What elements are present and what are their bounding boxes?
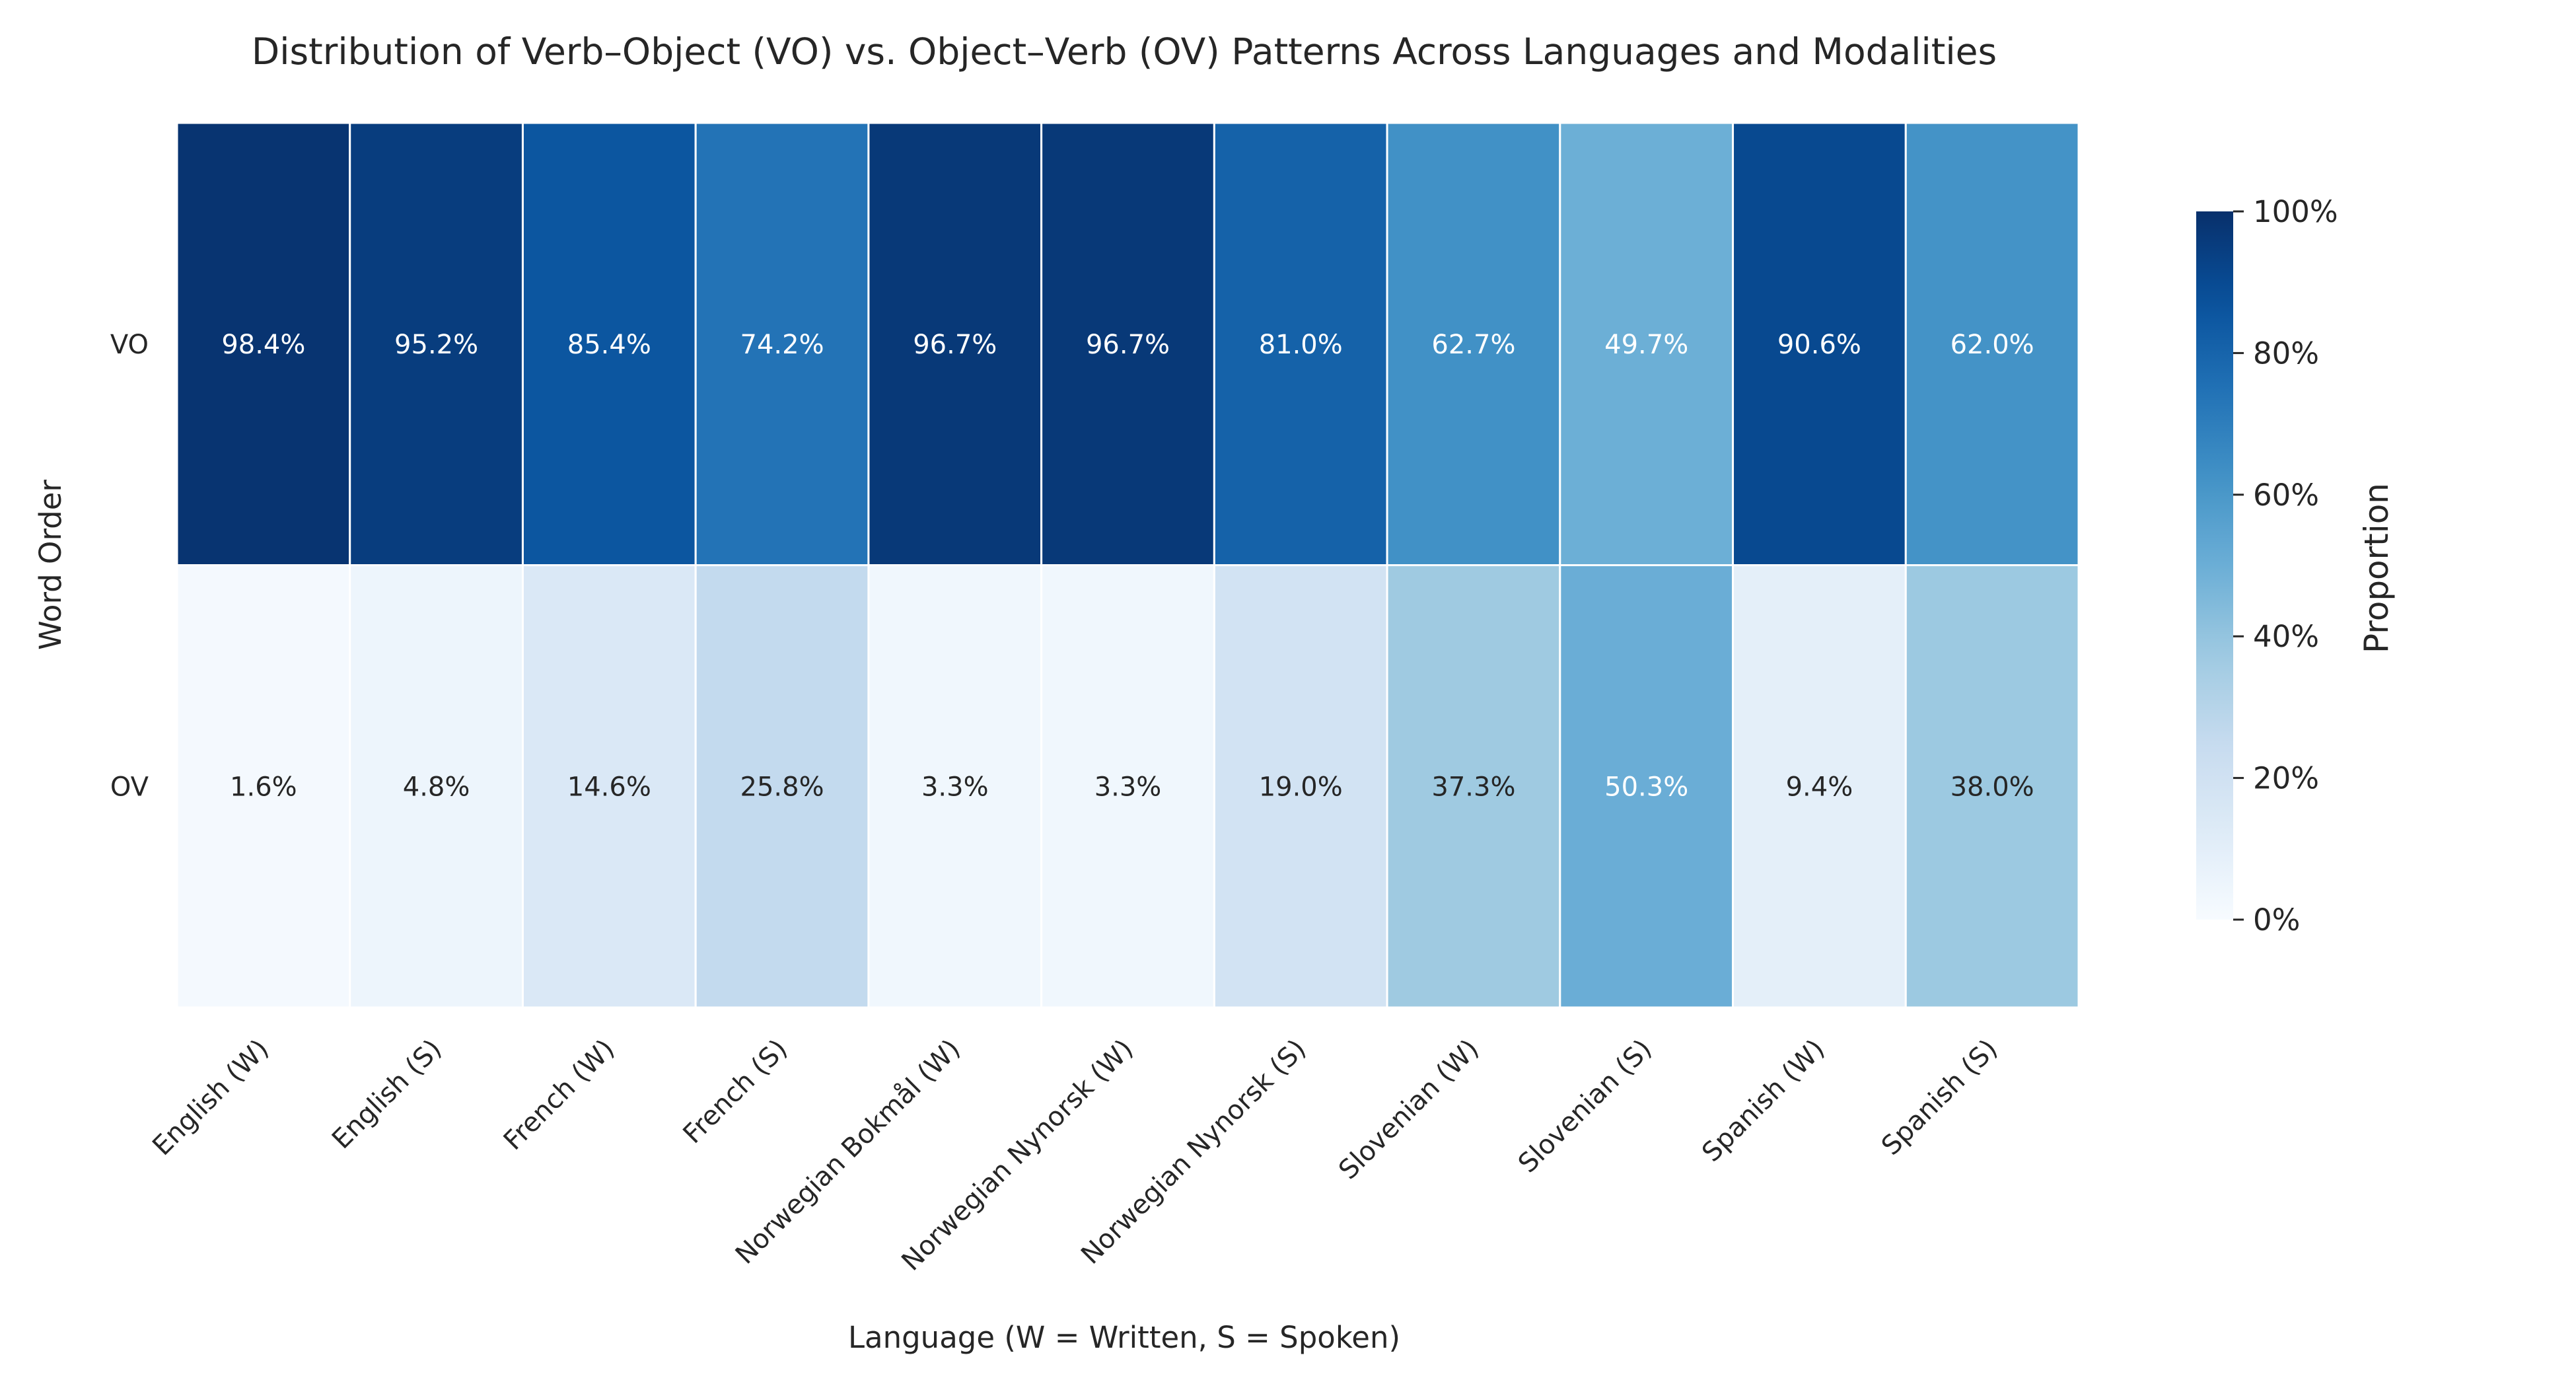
x-tick-label-8: Slovenian (S) xyxy=(1513,1034,1658,1179)
y-tick-label-vo: VO xyxy=(110,330,149,360)
heatmap-cell-ov-7 xyxy=(1386,564,1561,1009)
cell-label-ov-4: 3.3% xyxy=(921,772,989,802)
heatmap-cell-vo-5 xyxy=(1040,122,1215,566)
heatmap-cell-ov-9 xyxy=(1732,564,1907,1009)
heatmap-cell-ov-8 xyxy=(1559,564,1735,1009)
cell-label-vo-4: 96.7% xyxy=(913,330,997,360)
cell-label-vo-6: 81.0% xyxy=(1259,330,1343,360)
x-tick-label-10: Spanish (S) xyxy=(1876,1034,2003,1161)
x-tick-label-2: French (W) xyxy=(498,1034,621,1157)
cell-label-vo-0: 98.4% xyxy=(221,330,305,360)
colorbar-tick-label-0: 0% xyxy=(2253,902,2300,937)
cell-label-ov-9: 9.4% xyxy=(1786,772,1853,802)
cell-label-vo-3: 74.2% xyxy=(740,330,824,360)
x-tick-label-7: Slovenian (W) xyxy=(1333,1034,1485,1186)
cell-label-vo-2: 85.4% xyxy=(567,330,651,360)
cell-label-ov-10: 38.0% xyxy=(1950,772,2034,802)
heatmap-cell-vo-9 xyxy=(1732,122,1907,566)
x-tick-label-9: Spanish (W) xyxy=(1696,1034,1830,1168)
y-tick-labels: VO OV xyxy=(110,330,149,803)
x-tick-label-1: English (S) xyxy=(326,1034,448,1155)
cell-label-ov-5: 3.3% xyxy=(1094,772,1162,802)
cell-label-vo-5: 96.7% xyxy=(1086,330,1170,360)
heatmap-cell-vo-2 xyxy=(521,122,697,566)
cell-label-ov-1: 4.8% xyxy=(403,772,470,802)
cell-label-ov-3: 25.8% xyxy=(740,772,824,802)
y-tick-label-ov: OV xyxy=(110,772,149,802)
cell-label-vo-7: 62.7% xyxy=(1431,330,1515,360)
colorbar-tick-label-3: 60% xyxy=(2253,478,2319,513)
colorbar-ticks: 0% 20% 40% 60% 80% 100% xyxy=(2233,194,2338,937)
cell-label-vo-1: 95.2% xyxy=(394,330,478,360)
colorbar-gradient xyxy=(2196,211,2233,920)
colorbar-tick-label-1: 20% xyxy=(2253,761,2319,796)
cell-label-ov-6: 19.0% xyxy=(1259,772,1343,802)
heatmap-cell-ov-1 xyxy=(349,564,524,1009)
y-axis-label: Word Order xyxy=(33,480,68,650)
cell-label-ov-2: 14.6% xyxy=(567,772,651,802)
heatmap-cell-vo-0 xyxy=(176,122,351,566)
heatmap-cell-ov-3 xyxy=(694,564,870,1009)
cell-label-vo-8: 49.7% xyxy=(1604,330,1688,360)
chart-title: Distribution of Verb–Object (VO) vs. Obj… xyxy=(252,30,1997,73)
heatmap-cell-ov-2 xyxy=(521,564,697,1009)
cell-label-ov-7: 37.3% xyxy=(1431,772,1515,802)
colorbar-tick-label-5: 100% xyxy=(2253,194,2338,229)
heatmap-cells xyxy=(176,122,2080,1009)
heatmap-cell-vo-10 xyxy=(1904,122,2080,566)
heatmap-cell-labels: 98.4% 95.2% 85.4% 74.2% 96.7% 96.7% 81.0% 62.7%… xyxy=(221,330,2034,803)
cell-label-ov-8: 50.3% xyxy=(1604,772,1688,802)
colorbar: 0% 20% 40% 60% 80% 100% Proportion xyxy=(2196,194,2396,937)
heatmap-cell-ov-4 xyxy=(867,564,1043,1009)
x-tick-labels: English (W) English (S) French (W) French (… xyxy=(147,1034,2003,1277)
cell-label-vo-10: 62.0% xyxy=(1950,330,2034,360)
heatmap-cell-ov-6 xyxy=(1213,564,1388,1009)
cell-label-ov-0: 1.6% xyxy=(230,772,297,802)
heatmap-cell-vo-7 xyxy=(1386,122,1561,566)
x-tick-label-0: English (W) xyxy=(147,1034,275,1162)
heatmap-cell-vo-4 xyxy=(867,122,1043,566)
heatmap-cell-ov-0 xyxy=(176,564,351,1009)
heatmap-cell-ov-10 xyxy=(1904,564,2080,1009)
colorbar-tick-label-2: 40% xyxy=(2253,619,2319,654)
x-axis-label: Language (W = Written, S = Spoken) xyxy=(848,1320,1400,1355)
heatmap-cell-vo-3 xyxy=(694,122,870,566)
heatmap-cell-vo-1 xyxy=(349,122,524,566)
colorbar-label: Proportion xyxy=(2357,483,2396,653)
heatmap-cell-ov-5 xyxy=(1040,564,1215,1009)
cell-label-vo-9: 90.6% xyxy=(1777,330,1861,360)
x-tick-label-3: French (S) xyxy=(678,1034,794,1150)
colorbar-tick-label-4: 80% xyxy=(2253,336,2319,371)
